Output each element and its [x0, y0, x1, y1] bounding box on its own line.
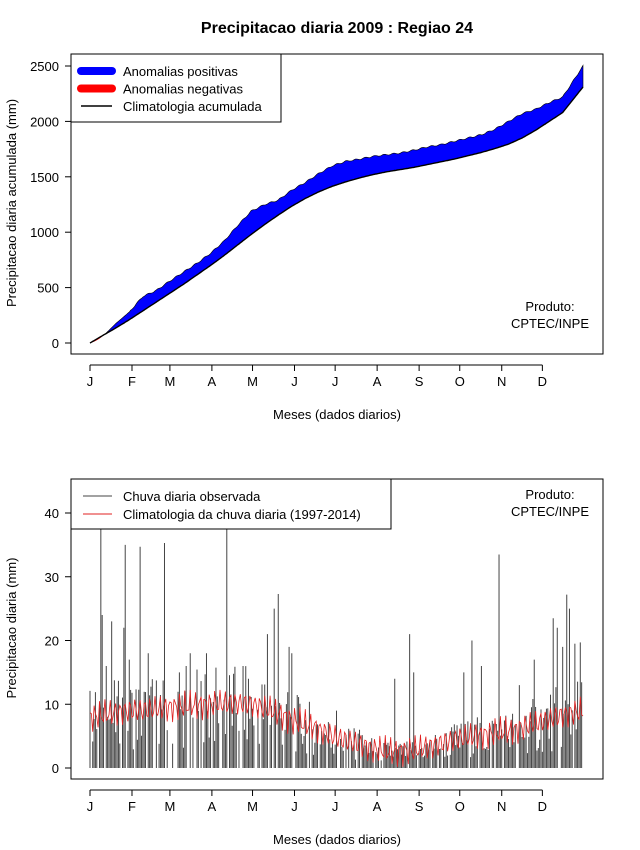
top-legend-label: Anomalias positivas [123, 64, 238, 79]
top-x-tick-label: O [455, 374, 465, 389]
top-y-tick-label: 2500 [30, 59, 59, 74]
bottom-y-tick-label: 40 [45, 506, 59, 521]
top-y-axis-label: Precipitacao diaria acumulada (mm) [4, 99, 19, 307]
top-x-tick-label: N [497, 374, 506, 389]
top-x-tick-label: A [208, 374, 217, 389]
top-y-tick-label: 2000 [30, 114, 59, 129]
top-x-tick-label: D [538, 374, 547, 389]
bottom-x-tick-label: D [538, 799, 547, 814]
bottom-x-tick-label: A [208, 799, 217, 814]
top-x-tick-label: S [415, 374, 424, 389]
bottom-x-tick-label: S [415, 799, 424, 814]
bottom-y-tick-label: 10 [45, 697, 59, 712]
top-legend-label: Climatologia acumulada [123, 99, 263, 114]
bottom-x-tick-label: J [87, 799, 94, 814]
climatology-daily-line [89, 689, 584, 767]
bottom-y-tick-label: 0 [52, 761, 59, 776]
bottom-y-axis-label: Precipitacao diaria (mm) [4, 558, 19, 699]
bottom-legend-label: Chuva diaria observada [123, 489, 261, 504]
bottom-credit-line1: Produto: [525, 487, 574, 502]
bottom-x-tick-label: F [128, 799, 136, 814]
top-x-tick-label: F [128, 374, 136, 389]
bottom-x-tick-label: J [332, 799, 339, 814]
top-x-tick-label: M [164, 374, 175, 389]
top-x-tick-label: J [291, 374, 298, 389]
top-y-tick-label: 500 [37, 281, 59, 296]
top-y-tick-label: 0 [52, 336, 59, 351]
chart-title: Precipitacao diaria 2009 : Regiao 24 [201, 20, 473, 37]
bottom-x-axis-label: Meses (dados diarios) [273, 832, 401, 847]
top-x-tick-label: J [332, 374, 339, 389]
bottom-x-tick-label: M [247, 799, 258, 814]
top-x-tick-label: A [373, 374, 382, 389]
bottom-x-tick-label: A [373, 799, 382, 814]
bottom-x-tick-label: J [291, 799, 298, 814]
top-legend-label: Anomalias negativas [123, 82, 243, 97]
top-credit-line1: Produto: [525, 299, 574, 314]
top-y-tick-label: 1000 [30, 225, 59, 240]
climatology-line [89, 86, 584, 344]
top-plot-frame [70, 53, 604, 355]
bottom-x-tick-label: M [164, 799, 175, 814]
top-x-tick-label: J [87, 374, 94, 389]
bottom-y-tick-label: 20 [45, 634, 59, 649]
bottom-plot-area: 0 10 20 30 40 J F M A M J J A S O N D Chuva diaria observ… [45, 478, 604, 814]
bottom-legend-box [70, 478, 392, 530]
bottom-credit-line2: CPTEC/INPE [511, 504, 589, 519]
top-plot-area: 0 500 1000 1500 2000 2500 J F M A M J J A S O N D Anomalia… [30, 53, 604, 389]
top-x-tick-label: M [247, 374, 258, 389]
top-y-tick-label: 1500 [30, 170, 59, 185]
bottom-y-tick-label: 30 [45, 570, 59, 585]
bottom-x-tick-label: O [455, 799, 465, 814]
bottom-legend-label: Climatologia da chuva diaria (1997-2014) [123, 507, 361, 522]
top-x-axis-label: Meses (dados diarios) [273, 407, 401, 422]
top-credit-line2: CPTEC/INPE [511, 316, 589, 331]
bottom-x-tick-label: N [497, 799, 506, 814]
